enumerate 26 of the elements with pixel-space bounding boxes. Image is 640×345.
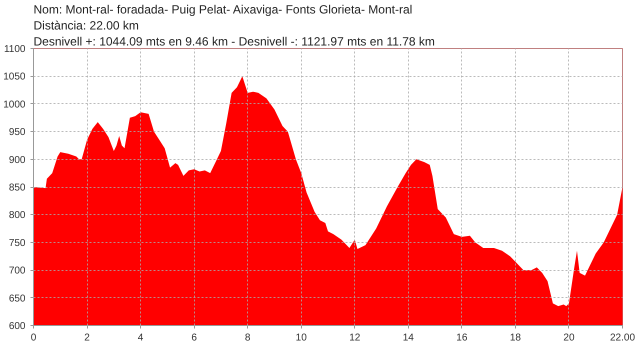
chart-subtitle: Distància: 22.00 km [34, 18, 139, 32]
chart-title: Nom: Mont-ral- foradada- Puig Pelat- Aixaviga- Fonts Glorieta- Mont-ral [34, 2, 412, 16]
x-tick-label: 8 [244, 332, 251, 344]
text: Desnivell +: 1044.09 mts en 9.46 km - Desnivell -: 1121.97 mts en 11.78 km [34, 34, 435, 48]
x-tick-label: 2 [84, 332, 90, 344]
x-tick-label: 20 [563, 332, 575, 344]
y-tick-label: 600 [8, 321, 26, 332]
x-tick-label: 6 [191, 332, 198, 344]
y-tick-label: 650 [8, 293, 26, 304]
y-tick-label: 1050 [3, 72, 26, 83]
y-tick-label: 1100 [4, 44, 26, 55]
x-tick-label: 12 [349, 332, 361, 344]
x-tick-label: 10 [296, 332, 308, 344]
y-tick-label: 1000 [3, 99, 26, 110]
y-tick-label: 750 [8, 238, 26, 249]
x-tick-label: 16 [456, 332, 468, 344]
y-tick-label: 700 [8, 266, 26, 277]
y-tick-label: 950 [8, 127, 26, 138]
y-tick-label: 800 [8, 210, 26, 222]
y-tick-label: 900 [8, 154, 26, 166]
x-tick-label: 0 [30, 332, 37, 344]
x-tick-label: 4 [138, 332, 144, 344]
x-tick-label: 18 [510, 332, 522, 344]
x-tick-label: 14 [402, 332, 414, 344]
y-tick-label: 850 [8, 182, 26, 194]
x-tick-label: 22.00 [610, 332, 636, 344]
